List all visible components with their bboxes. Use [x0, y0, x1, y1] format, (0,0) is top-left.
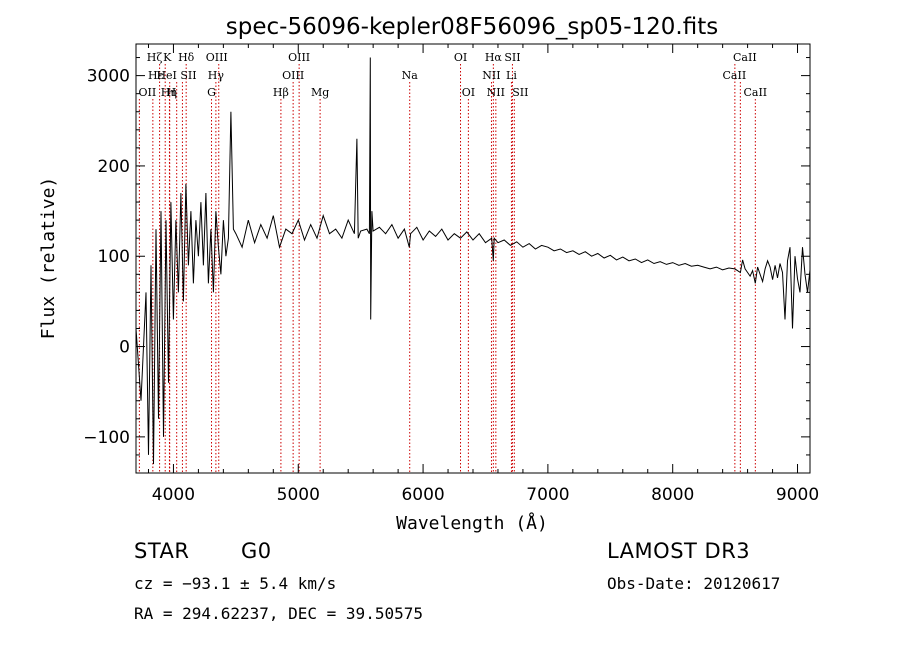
- line-marker-label: OIII: [206, 51, 228, 64]
- x-axis-label: Wavelength (Å): [396, 512, 548, 534]
- line-marker-label: CaII: [733, 51, 757, 64]
- line-marker-label: CaII: [743, 86, 767, 99]
- x-tick-label: 4000: [152, 485, 195, 505]
- y-tick-label: 100: [98, 247, 130, 267]
- survey-name: LAMOST DR3: [607, 539, 751, 563]
- line-marker-label: K: [163, 51, 172, 64]
- line-marker-label: H: [167, 86, 177, 99]
- line-marker-label: SII: [512, 86, 528, 99]
- line-marker-label: Hη: [161, 86, 177, 99]
- line-marker-label: OIII: [288, 51, 310, 64]
- y-tick-label: 3000: [87, 67, 130, 87]
- line-marker-label: OI: [462, 86, 475, 99]
- line-marker-label: Hα: [485, 51, 503, 64]
- ra-dec-coordinates: RA = 294.62237, DEC = 39.50575: [134, 604, 423, 623]
- line-marker-label: Li: [506, 69, 517, 82]
- line-marker-label: NII: [482, 69, 500, 82]
- observation-date: Obs-Date: 20120617: [607, 574, 781, 593]
- line-marker-label: NII: [487, 86, 505, 99]
- x-tick-label: 5000: [277, 485, 320, 505]
- y-tick-label: 0: [119, 338, 130, 358]
- line-marker-label: Hβ: [273, 86, 289, 99]
- object-class: STAR: [134, 539, 190, 563]
- line-marker-label: Hγ: [208, 69, 225, 82]
- plot-frame: [135, 43, 811, 474]
- y-tick-label: 200: [98, 157, 130, 177]
- x-tick-label: 9000: [776, 485, 819, 505]
- line-marker-label: G: [207, 86, 216, 99]
- y-axis-label: Flux (relative): [38, 177, 59, 340]
- line-marker-label: OII: [139, 86, 157, 99]
- line-marker-label: CaII: [723, 69, 747, 82]
- line-marker-label: SII: [504, 51, 520, 64]
- x-tick-label: 8000: [651, 485, 694, 505]
- redshift-cz: cz = −93.1 ± 5.4 km/s: [134, 574, 337, 593]
- line-marker-label: HeI: [156, 69, 176, 82]
- line-marker-label: SII: [180, 69, 196, 82]
- x-axis-ticks: 4000 5000 6000 7000 8000 9000: [147, 44, 819, 505]
- chart-title: spec-56096-kepler08F56096_sp05-120.fits: [226, 14, 718, 40]
- x-tick-label: 7000: [526, 485, 569, 505]
- line-marker-label: Mg: [311, 86, 329, 99]
- line-marker-label: Na: [402, 69, 419, 82]
- spectrum-line: [135, 57, 811, 465]
- x-tick-label: 6000: [401, 485, 444, 505]
- y-tick-label: −100: [83, 428, 130, 448]
- line-marker-label: Hδ: [178, 51, 195, 64]
- line-marker-label: OIII: [282, 69, 304, 82]
- line-marker-label: Hζ: [147, 51, 163, 64]
- line-marker-label: OI: [454, 51, 467, 64]
- object-subclass: G0: [241, 539, 272, 563]
- y-axis-ticks: −100 0 100 200 3000: [83, 57, 810, 456]
- line-marker-label: Hε: [148, 69, 164, 82]
